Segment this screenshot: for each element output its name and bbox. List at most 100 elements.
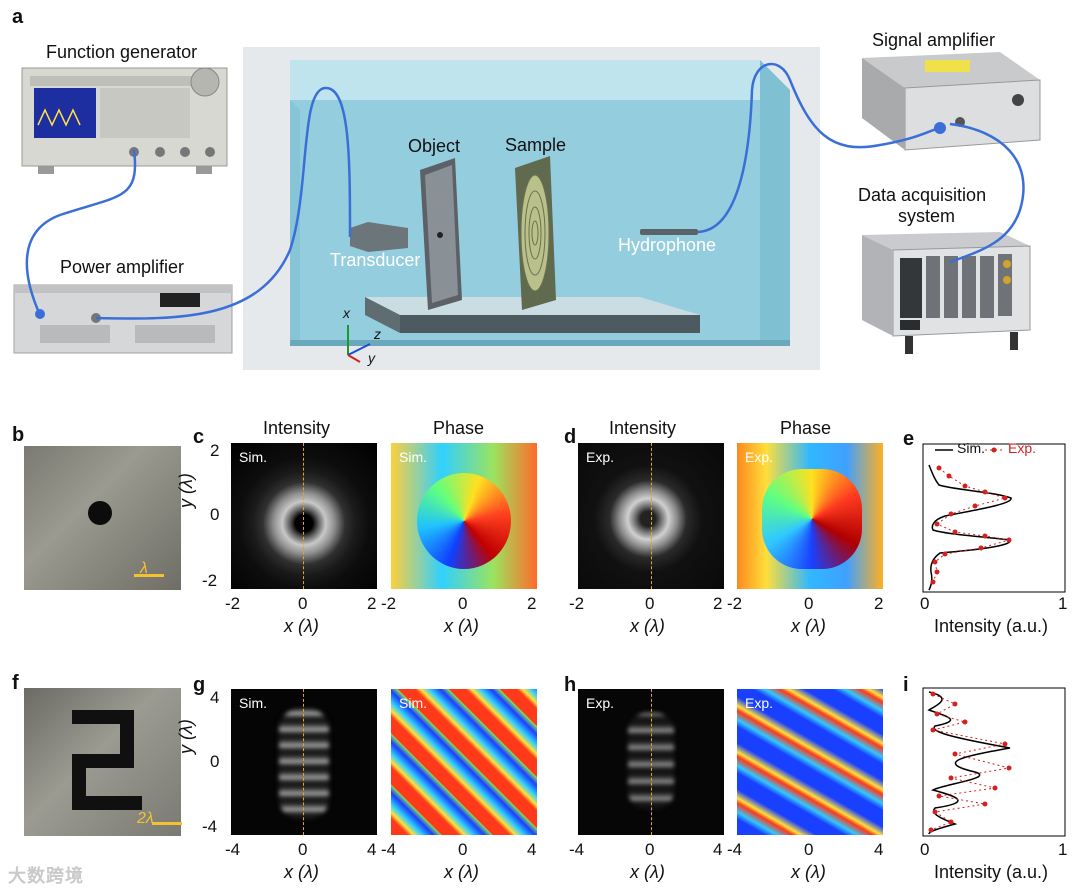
map-tag-g-phase-sim: Sim. [399,695,427,711]
sample-photo-f [24,688,182,836]
c-xtick-1: -2 [225,594,241,613]
g-xlabel-1: x (λ) [284,862,319,882]
d-xtick-3: 2 [713,594,723,613]
h-xlabel-2: x (λ) [791,862,826,882]
title-d-intensity: Intensity [609,418,677,438]
panel-label-d: d [564,426,577,448]
panel-label-a: a [12,6,24,28]
axis-label-x: x [343,305,350,321]
g-xtick-1: -4 [225,840,241,859]
panel-label-f: f [12,672,19,694]
h2-xtick-1: -4 [727,840,743,859]
label-power-amplifier: Power amplifier [60,257,185,277]
h-xtick-1: -4 [569,840,585,859]
legend-sim-e: Sim. [957,440,985,456]
line-profile-i [922,687,1066,837]
h2-xtick-2: 0 [804,840,814,859]
c2-xtick-2: 0 [458,594,468,613]
c2-xtick-3: 2 [527,594,537,613]
g2-xtick-2: 0 [458,840,468,859]
panel-label-b: b [12,424,25,446]
d-xlabel-1: x (λ) [630,616,665,636]
d2-xtick-2: 0 [804,594,814,613]
phase-map-h: Exp. [737,689,883,835]
panel-label-c: c [193,426,205,448]
label-hydrophone: Hydrophone [618,235,717,255]
water-surface [290,60,760,100]
setup-illustration [13,47,1041,370]
e-xlabel: Intensity (a.u.) [934,616,1049,636]
h2-xtick-3: 4 [874,840,884,859]
map-tag-d-exp: Exp. [586,449,615,465]
scale-label-b: λ [140,560,148,577]
map-tag-h-phase-exp: Exp. [745,695,774,711]
axis-label-y: y [368,350,375,366]
function-generator-device [21,67,228,174]
label-function-generator: Function generator [46,42,198,62]
watermark: 大数跨境 [8,866,84,886]
legend-exp-e: Exp. [1008,440,1037,456]
h-xtick-2: 0 [645,840,655,859]
h-xtick-3: 4 [713,840,723,859]
label-object: Object [408,136,461,156]
g-ytick-top: 4 [210,688,220,707]
e-xtick-1: 1 [1058,594,1068,613]
g-ylabel: y (λ) [176,719,196,754]
c-ytick-mid: 0 [210,505,220,524]
signal-amplifier-device [862,52,1041,151]
i-xlabel: Intensity (a.u.) [934,862,1049,882]
c-xlabel-2: x (λ) [444,616,479,636]
sim-curve-e [928,464,1012,591]
label-daq-line1: Data acquisition [858,185,987,205]
d-xtick-2: 0 [645,594,655,613]
line-profile-e [922,443,1066,593]
c-ytick-top: 2 [210,441,220,460]
label-daq-line2: system [898,206,956,226]
g2-xtick-1: -4 [381,840,397,859]
g-ytick-mid: 0 [210,752,220,771]
g-xtick-2: 0 [298,840,308,859]
g2-xtick-3: 4 [527,840,537,859]
panel-label-i: i [903,674,909,696]
panel-label-e: e [903,428,915,450]
c-xlabel-1: x (λ) [284,616,319,636]
d-xtick-1: -2 [569,594,585,613]
panel-label-g: g [193,674,206,696]
e-xtick-0: 0 [920,594,930,613]
g-xtick-3: 4 [367,840,377,859]
i-xtick-1: 1 [1058,840,1068,859]
d2-xtick-1: -2 [727,594,743,613]
map-tag-c-sim: Sim. [239,449,267,465]
daq-device [862,232,1031,354]
c-xtick-3: 2 [367,594,377,613]
c-xtick-2: 0 [298,594,308,613]
intensity-map-c: Sim. [231,443,377,589]
d2-xtick-3: 2 [874,594,884,613]
i-xtick-0: 0 [920,840,930,859]
label-signal-amplifier: Signal amplifier [872,30,996,50]
transducer-device [350,222,408,252]
label-sample: Sample [505,135,567,155]
title-c-intensity: Intensity [263,418,331,438]
c2-xtick-1: -2 [381,594,397,613]
map-tag-h-exp: Exp. [586,695,615,711]
sim-curve-i [927,691,1011,835]
intensity-map-h: Exp. [578,689,724,835]
phase-map-d: Exp. [737,443,883,589]
title-c-phase: Phase [433,418,485,438]
label-transducer: Transducer [330,250,421,270]
d-xlabel-2: x (λ) [791,616,826,636]
c-ytick-bot: -2 [202,571,218,590]
map-tag-g-sim: Sim. [239,695,267,711]
h-xlabel-1: x (λ) [630,862,665,882]
scale-label-f: 2λ [137,810,154,827]
axis-label-z: z [374,326,381,342]
hydrophone-device [640,229,698,235]
g-xlabel-2: x (λ) [444,862,479,882]
title-d-phase: Phase [780,418,832,438]
panel-label-h: h [564,674,577,696]
intensity-map-d: Exp. [578,443,724,589]
c-ylabel: y (λ) [176,473,196,508]
map-tag-d-phase-exp: Exp. [745,449,774,465]
map-tag-c-phase-sim: Sim. [399,449,427,465]
